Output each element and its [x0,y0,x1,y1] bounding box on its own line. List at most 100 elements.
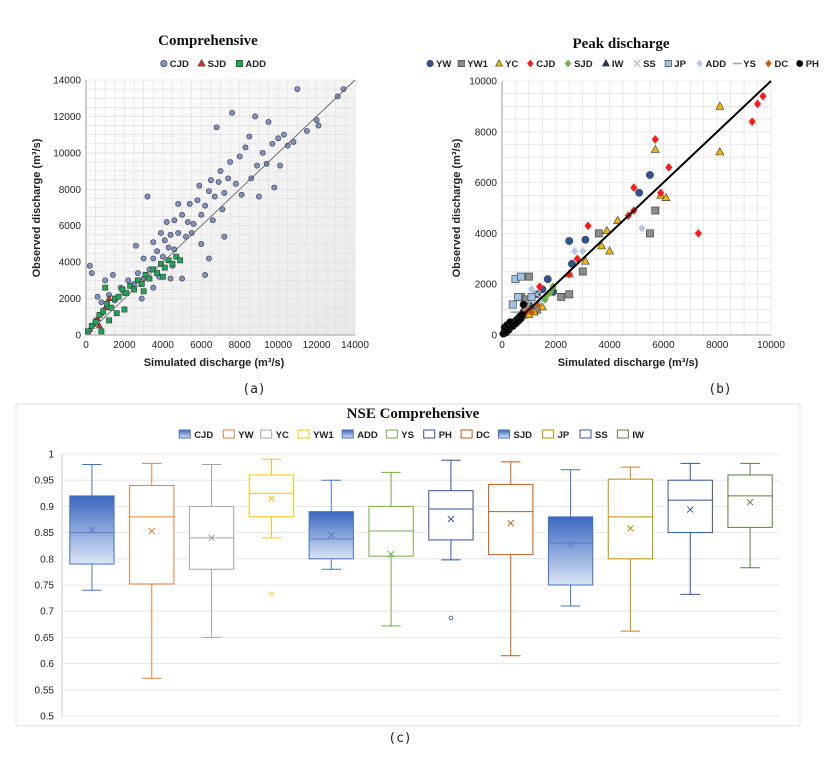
data-point-add [123,290,130,297]
data-point-cjd [140,255,147,262]
data-point-yw1 [594,229,603,238]
mean-marker-sjd [567,540,574,548]
mean-marker-ys [387,550,395,558]
data-point-yc [715,147,725,156]
panel-c-nse-boxplot: NSE Comprehensive CJD YW YC YW1 ADD YS PH DC SJD… [15,403,801,746]
legend-label-ys: YS [743,59,756,70]
data-point-cjd [194,197,201,204]
data-point-cjd [584,221,592,231]
legend-label-ss: SS [643,59,656,70]
data-point-add [96,312,103,318]
legend-marker-add [235,59,243,67]
x-tick-label: 10000 [264,340,292,351]
y-tick-label: 0.8 [40,554,54,565]
data-point-cjd [206,188,212,195]
mean-marker-yw1 [268,495,275,502]
data-point-cjd [219,206,226,213]
data-point-cjd [265,118,272,125]
legend-swatch-ys [385,429,398,439]
y-tick-label: 2000 [59,294,82,305]
data-point-cjd [284,142,291,149]
panel-b-title: Peak discharge [572,36,669,52]
legend-swatch-yw [222,429,235,439]
data-point-add [169,261,176,267]
data-point-cjd [202,271,209,278]
data-point-yc [580,256,590,265]
data-point-cjd [221,190,228,196]
legend-label-ph: PH [806,59,819,70]
y-tick-label: 0.55 [35,685,55,696]
data-point-cjd [190,220,197,227]
data-point-cjd [198,211,205,218]
data-point-cjd [183,233,189,240]
data-point-cjd [657,188,665,198]
data-point-add [134,277,141,284]
data-point-add [571,246,579,256]
data-point-yw1 [578,267,587,276]
data-point-yw [635,188,644,197]
outlier-ph [448,615,454,621]
data-point-cjd [158,230,164,236]
data-point-add [177,257,184,264]
data-point-cjd [134,270,141,276]
y-tick-label: 10000 [469,77,497,88]
data-point-cjd [536,282,544,292]
data-point-add [106,317,112,324]
legend-label-add: ADD [245,59,266,70]
data-point-jp [508,300,517,309]
legend-label-dc: DC [476,430,490,441]
y-tick-label: 4000 [475,229,498,240]
x-tick-label: 10000 [757,340,785,351]
data-point-cjd [269,140,276,147]
panel-c-plot-area: 0.5 0.55 0.6 0.65 0.7 0.75 0.8 0.85 0.9 0.95 1 [15,403,801,727]
data-point-cjd [209,217,216,224]
data-point-cjd [150,239,157,246]
y-tick-label: 1 [48,450,54,461]
y-tick-label: 4000 [59,258,82,269]
data-point-cjd [167,231,174,238]
x-tick-label: 12000 [303,340,331,351]
panel-frame [15,403,801,727]
panel-a-plot-area: 00 2000 2000 4000 4000 6000 6000 8000 8000 10000 1… [53,76,369,352]
data-point-yw [646,171,654,179]
x-tick-label: 4000 [598,340,621,351]
legend-label-cjd: CJD [536,59,555,70]
data-point-add [100,308,107,315]
y-tick-label: 6000 [59,221,82,232]
data-point-cjd [227,159,234,165]
data-point-cjd [254,162,260,169]
data-point-cjd [246,133,253,140]
data-point-cjd [215,179,222,185]
mean-marker-jp [627,525,634,532]
legend-swatch-cjd [178,429,191,439]
legend-label-cjd: CJD [194,430,213,441]
y-tick-label: 0 [75,331,81,342]
data-point-add [115,293,122,300]
data-point-dc [527,307,536,317]
data-point-add [142,271,149,278]
data-point-cjd [759,91,767,101]
box-yw [129,484,175,585]
legend-swatch-add [341,429,354,439]
legend-marker-yc [495,59,504,67]
y-tick-label: 0.5 [40,712,54,723]
panel-b-caption: (b) [708,382,731,397]
mean-marker-add [327,531,335,539]
legend-label-sjd: SJD [514,430,533,441]
x-tick-label: 0 [83,340,89,351]
data-point-cjd [133,242,139,249]
data-point-cjd [186,200,193,207]
data-point-cjd [167,275,174,282]
data-point-yc [597,241,606,250]
legend-marker-yw [426,59,434,67]
data-point-add [113,310,120,317]
legend-label-ss: SS [595,430,608,441]
data-point-add [119,286,126,293]
mean-marker-ss [686,506,694,513]
data-point-cjd [252,113,258,120]
data-point-cjd [315,122,322,129]
panel-b-y-axis-label: Observed discharge (m³/s) [451,138,463,277]
data-point-cjd [232,180,239,187]
data-point-cjd [242,144,249,151]
data-point-yc [613,215,623,224]
